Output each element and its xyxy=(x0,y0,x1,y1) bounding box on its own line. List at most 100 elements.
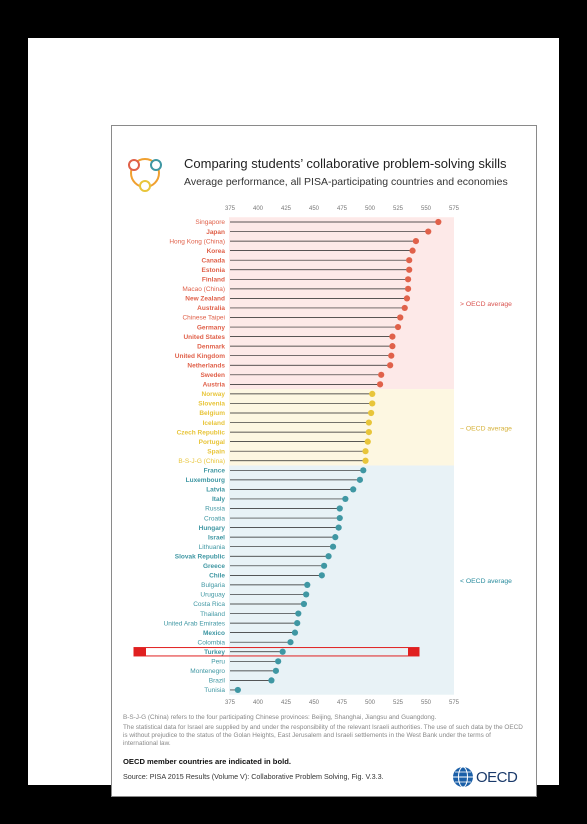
country-label: United Arab Emirates xyxy=(164,620,226,627)
data-point xyxy=(291,629,299,636)
data-point xyxy=(406,266,413,273)
data-point xyxy=(389,333,396,340)
x-tick-label-top: 500 xyxy=(365,206,376,212)
x-tick-label-bottom: 525 xyxy=(393,700,404,706)
country-label: France xyxy=(204,468,226,475)
data-point xyxy=(336,514,343,522)
country-label: Colombia xyxy=(198,639,226,646)
data-point xyxy=(403,295,411,302)
country-label: Czech Republic xyxy=(177,429,226,436)
x-tick-label-top: 575 xyxy=(449,206,460,212)
country-label: Denmark xyxy=(197,343,225,350)
data-point xyxy=(369,390,376,397)
country-label: Slovak Republic xyxy=(175,553,226,560)
country-label: Latvia xyxy=(206,487,225,494)
data-point xyxy=(368,409,375,417)
x-tick-label-top: 400 xyxy=(253,206,264,212)
country-label: Chinese Taipei xyxy=(182,315,225,322)
band-label-above: > OECD average xyxy=(460,301,512,308)
data-point xyxy=(362,457,369,464)
x-tick-label-bottom: 475 xyxy=(337,700,348,706)
data-point xyxy=(350,486,357,493)
collaboration-logo-icon xyxy=(128,158,162,192)
country-label: United States xyxy=(183,334,225,341)
country-label: Austria xyxy=(203,382,226,389)
data-point xyxy=(435,218,442,226)
country-label: Brazil xyxy=(209,678,226,685)
x-tick-label-bottom: 575 xyxy=(449,700,460,706)
country-label: Iceland xyxy=(203,420,225,427)
data-point xyxy=(294,620,301,627)
country-label: Netherlands xyxy=(187,362,225,369)
country-label: Tunisia xyxy=(204,687,225,694)
band-label-similar: ~ OECD average xyxy=(460,425,512,432)
country-label: Croatia xyxy=(204,515,225,522)
data-point xyxy=(387,362,394,369)
country-label: Belgium xyxy=(199,410,225,417)
country-label: B-S-J-G (China) xyxy=(178,458,225,465)
country-label: Spain xyxy=(207,448,225,455)
data-point xyxy=(287,639,294,646)
x-tick-label-top: 550 xyxy=(421,206,432,212)
country-label: Uruguay xyxy=(200,592,225,599)
band-below xyxy=(229,465,454,695)
country-label: Israel xyxy=(208,534,225,541)
footnote-bsjg: B-S-J-G (China) refers to the four parti… xyxy=(123,714,437,721)
data-point xyxy=(318,572,325,579)
data-point xyxy=(320,562,328,569)
band-similar xyxy=(229,389,454,466)
country-label: Estonia xyxy=(202,267,226,274)
data-point xyxy=(364,438,371,445)
bold-note: OECD member countries are indicated in b… xyxy=(123,757,291,766)
x-tick-label-bottom: 450 xyxy=(309,700,320,706)
data-point xyxy=(336,505,343,512)
data-point xyxy=(275,658,282,665)
source-note: Source: PISA 2015 Results (Volume V): Co… xyxy=(123,772,384,781)
country-label: Montenegro xyxy=(190,668,225,675)
data-point xyxy=(397,314,404,321)
data-point xyxy=(335,524,342,531)
x-tick-label-top: 375 xyxy=(225,206,236,212)
data-point xyxy=(409,247,416,254)
country-label: Norway xyxy=(202,391,226,398)
country-label: Luxembourg xyxy=(186,477,225,484)
country-label: Greece xyxy=(203,563,225,570)
country-label: Hong Kong (China) xyxy=(169,238,225,245)
x-tick-label-bottom: 375 xyxy=(225,700,236,706)
oecd-logo: OECD xyxy=(452,766,518,788)
data-point xyxy=(404,276,412,283)
country-label: United Kingdom xyxy=(175,353,225,360)
x-tick-label-bottom: 550 xyxy=(421,700,432,706)
country-label: Sweden xyxy=(200,372,225,379)
country-label: Canada xyxy=(202,257,226,264)
data-point xyxy=(304,581,311,588)
globe-icon xyxy=(453,766,473,788)
country-label: Lithuania xyxy=(199,544,226,551)
data-point xyxy=(300,600,308,608)
data-point xyxy=(234,686,241,694)
lollipop-chart: > OECD average ~ OECD average < OECD avera… xyxy=(128,158,512,706)
infographic-panel: > OECD average ~ OECD average < OECD avera… xyxy=(111,125,537,797)
band-label-below: < OECD average xyxy=(460,578,512,585)
country-label: Finland xyxy=(202,277,225,284)
data-point xyxy=(369,400,376,407)
data-point xyxy=(295,610,302,617)
country-label: Slovenia xyxy=(198,401,225,408)
country-label: Bulgaria xyxy=(201,582,225,589)
data-point xyxy=(342,495,349,503)
x-tick-label-top: 475 xyxy=(337,206,348,212)
data-point xyxy=(362,448,369,455)
country-label: Hungary xyxy=(199,525,226,532)
country-label: Portugal xyxy=(199,439,226,446)
data-point xyxy=(425,228,432,235)
country-label: Mexico xyxy=(203,630,225,637)
x-tick-label-top: 425 xyxy=(281,206,292,212)
band-above xyxy=(229,217,454,390)
data-point xyxy=(378,371,385,378)
country-label: Thailand xyxy=(200,611,225,618)
data-point xyxy=(376,381,384,388)
document-frame: > OECD average ~ OECD average < OECD avera… xyxy=(28,38,559,797)
data-point xyxy=(404,285,412,292)
country-label: Japan xyxy=(206,229,225,236)
data-point xyxy=(303,591,310,598)
